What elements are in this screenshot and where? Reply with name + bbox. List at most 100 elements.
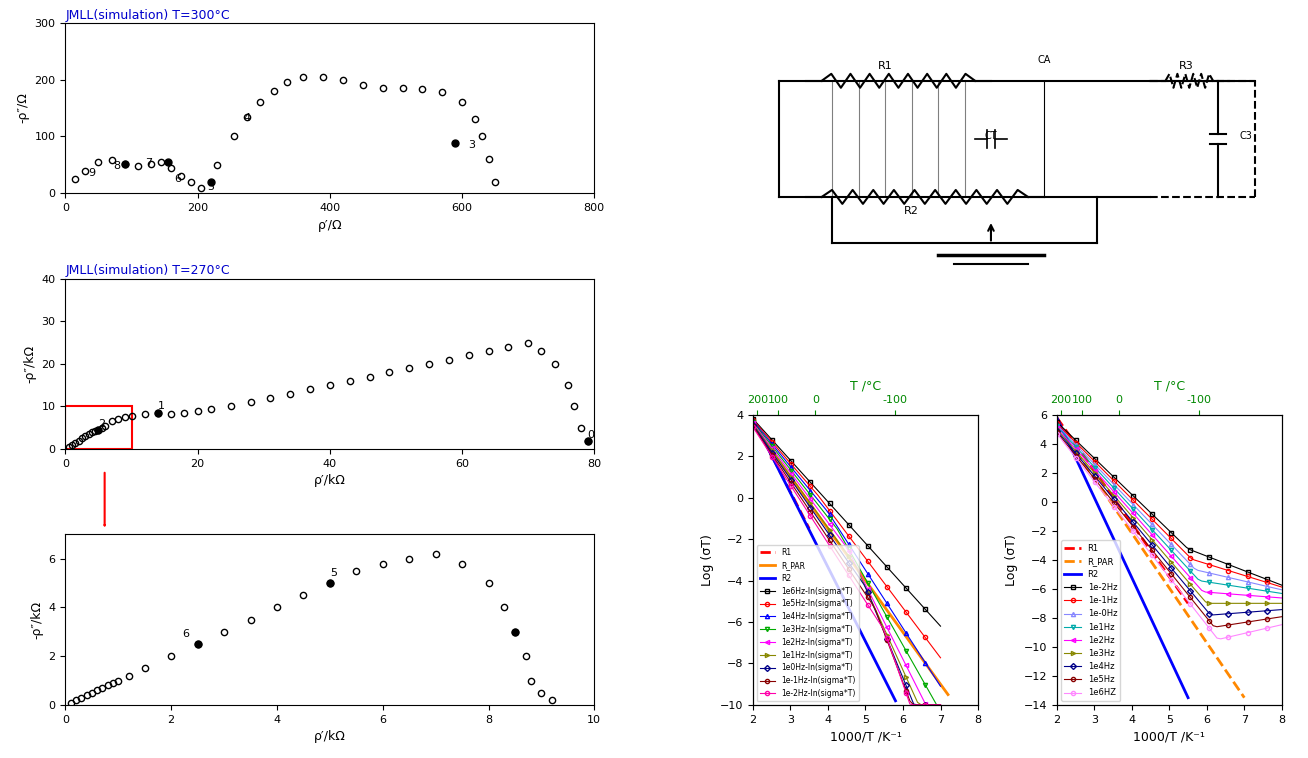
1e0Hz-ln(sigma*T)	[903, 691, 918, 700]
1e2Hz-ln(sigma*T)	[837, 540, 853, 550]
1e4Hz-ln(sigma*T)	[891, 616, 906, 625]
1e0Hz-ln(sigma*T)	[768, 453, 783, 462]
1e3Hz-ln(sigma*T)	[867, 592, 883, 601]
1e1Hz-ln(sigma*T)	[887, 647, 903, 656]
1e-1Hz-ln(sigma*T)	[772, 462, 787, 471]
1e6Hz-ln(sigma*T)	[825, 503, 841, 512]
1e-1Hz-ln(sigma*T)	[845, 570, 861, 579]
1e1Hz-ln(sigma*T)	[913, 700, 929, 709]
1e6Hz-ln(sigma*T)	[841, 520, 857, 529]
1e-2Hz-ln(sigma*T)	[875, 624, 891, 633]
1e0Hz-ln(sigma*T)	[917, 700, 933, 709]
1e4Hz-ln(sigma*T)	[776, 453, 791, 462]
1e-1Hz-ln(sigma*T)	[756, 439, 772, 448]
1e-2Hz-ln(sigma*T)	[818, 535, 833, 544]
1e-1Hz-ln(sigma*T)	[841, 564, 857, 573]
1e4Hz	[1206, 610, 1222, 619]
1e-1Hz-ln(sigma*T)	[859, 593, 875, 602]
1e6HZ	[1121, 522, 1137, 531]
1e1Hz-ln(sigma*T)	[787, 478, 803, 487]
1e6Hz-ln(sigma*T)	[913, 600, 929, 609]
1e0Hz-ln(sigma*T)	[841, 558, 857, 567]
1e6Hz-ln(sigma*T)	[875, 558, 891, 567]
1e6Hz-ln(sigma*T)	[883, 566, 899, 575]
1e5Hz-ln(sigma*T)	[899, 607, 914, 616]
1e3Hz-ln(sigma*T)	[849, 558, 865, 567]
1e1Hz-ln(sigma*T)	[753, 430, 769, 439]
1e4Hz-ln(sigma*T)	[799, 481, 815, 490]
1e-1Hz-ln(sigma*T)	[799, 502, 815, 511]
1e-1Hz-ln(sigma*T)	[857, 587, 872, 597]
1e4Hz-ln(sigma*T)	[746, 416, 761, 425]
1e6Hz-ln(sigma*T)	[806, 482, 821, 491]
1e3Hz-ln(sigma*T)	[760, 437, 776, 446]
1e-2Hz	[1190, 548, 1206, 557]
1e1Hz	[1121, 500, 1137, 509]
1e4Hz-ln(sigma*T)	[772, 449, 787, 458]
1e1Hz-ln(sigma*T)	[776, 462, 791, 471]
1e6Hz-ln(sigma*T)	[891, 575, 906, 584]
1e1Hz-ln(sigma*T)	[772, 456, 787, 465]
1e1Hz-ln(sigma*T)	[825, 531, 841, 540]
1e1Hz-ln(sigma*T)	[841, 552, 857, 561]
1e6Hz-ln(sigma*T)	[783, 456, 799, 465]
1e-1Hz-ln(sigma*T)	[917, 700, 933, 709]
1e-2Hz-ln(sigma*T)	[909, 700, 925, 709]
1e6Hz-ln(sigma*T)	[818, 495, 833, 504]
Text: R3: R3	[1180, 61, 1194, 71]
1e3Hz-ln(sigma*T)	[871, 599, 887, 608]
Line: 1e5Hz: 1e5Hz	[1054, 430, 1284, 629]
1e0Hz-ln(sigma*T)	[883, 644, 899, 653]
1e5Hz-ln(sigma*T)	[887, 592, 903, 601]
1e-1Hz-ln(sigma*T)	[803, 507, 819, 516]
1e1Hz-ln(sigma*T)	[895, 664, 910, 673]
1e4Hz-ln(sigma*T)	[917, 658, 933, 667]
1e-2Hz-ln(sigma*T)	[803, 512, 819, 521]
Line: 1e5Hz-ln(sigma*T): 1e5Hz-ln(sigma*T)	[751, 418, 943, 660]
1e0Hz-ln(sigma*T)	[783, 475, 799, 484]
1e-1Hz	[1087, 457, 1103, 466]
1e5Hz-ln(sigma*T)	[879, 582, 895, 591]
1e5Hz	[1190, 603, 1206, 612]
1e4Hz-ln(sigma*T)	[810, 496, 825, 505]
1e-2Hz	[1087, 454, 1103, 463]
1e5Hz	[1087, 475, 1103, 484]
1e2Hz-ln(sigma*T)	[841, 547, 857, 556]
X-axis label: T /°C: T /°C	[1154, 379, 1185, 393]
1e4Hz-ln(sigma*T)	[803, 486, 819, 495]
1e-1Hz	[1107, 476, 1122, 485]
1e4Hz	[1190, 595, 1206, 604]
1e-2Hz	[1049, 418, 1065, 427]
1e-1Hz-ln(sigma*T)	[929, 700, 944, 709]
1e3Hz-ln(sigma*T)	[821, 515, 837, 524]
1e2Hz-ln(sigma*T)	[883, 631, 899, 640]
1e0Hz-ln(sigma*T)	[895, 672, 910, 681]
1e0Hz-ln(sigma*T)	[803, 503, 819, 512]
1e-2Hz-ln(sigma*T)	[756, 440, 772, 449]
1e-1Hz-ln(sigma*T)	[780, 473, 795, 482]
1e-2Hz-ln(sigma*T)	[764, 453, 780, 462]
1e5Hz-ln(sigma*T)	[825, 511, 841, 520]
1e4Hz-ln(sigma*T)	[887, 611, 903, 620]
1e4Hz-ln(sigma*T)	[925, 670, 940, 679]
1e5Hz-ln(sigma*T)	[909, 623, 925, 632]
1e-2Hz-ln(sigma*T)	[841, 571, 857, 580]
1e5Hz-ln(sigma*T)	[764, 437, 780, 446]
1e1Hz-ln(sigma*T)	[818, 520, 833, 529]
1e1Hz-ln(sigma*T)	[906, 689, 922, 698]
1e-1Hz-ln(sigma*T)	[795, 496, 811, 505]
1e-1Hz-ln(sigma*T)	[746, 421, 761, 431]
1e-2Hz-ln(sigma*T)	[780, 476, 795, 485]
1e1Hz-ln(sigma*T)	[867, 605, 883, 614]
1e-1Hz-ln(sigma*T)	[903, 697, 918, 706]
1e0Hz-ln(sigma*T)	[849, 569, 865, 578]
Text: 0: 0	[587, 431, 595, 440]
1e-1Hz-ln(sigma*T)	[875, 625, 891, 634]
1e5Hz	[1114, 508, 1130, 517]
1e-2Hz-ln(sigma*T)	[837, 565, 853, 574]
1e2Hz-ln(sigma*T)	[845, 554, 861, 563]
1e5Hz-ln(sigma*T)	[871, 572, 887, 581]
1e5Hz-ln(sigma*T)	[768, 442, 783, 451]
1e5Hz-ln(sigma*T)	[772, 446, 787, 456]
1e-2Hz-ln(sigma*T)	[849, 582, 865, 591]
